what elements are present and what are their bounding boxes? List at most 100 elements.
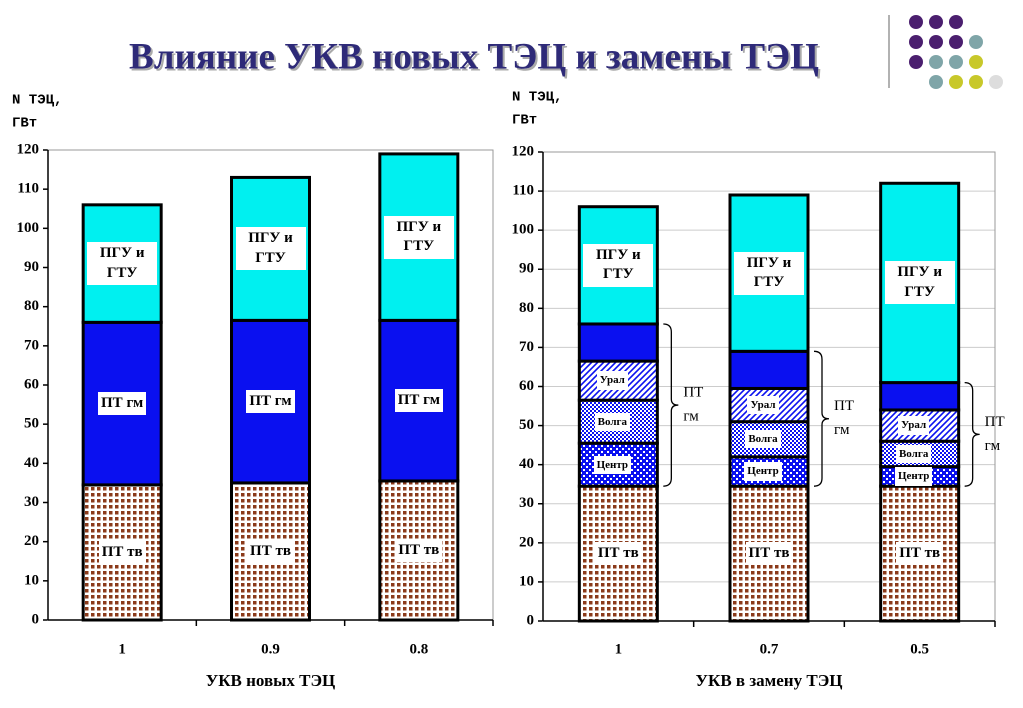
segment-label: ПГУ и ГТУ <box>87 242 158 286</box>
segment-label: ПТ тв <box>745 541 793 566</box>
x-axis-label: УКВ новых ТЭЦ <box>206 671 336 690</box>
bracket-label: гм <box>683 409 699 425</box>
y-tick-label: 60 <box>24 376 39 392</box>
segment-label: ПТ гм <box>246 389 295 414</box>
title-shadow: Влияние УКВ новых ТЭЦ и замены ТЭЦ <box>131 38 821 79</box>
segment-label: ПГУ и ГТУ <box>734 251 804 295</box>
y-tick-label: 40 <box>519 456 534 472</box>
segment-label: ПГУ и ГТУ <box>87 242 158 286</box>
bracket-label: ПТ <box>834 398 854 414</box>
segment-label: ПГУ и ГТУ <box>884 261 955 305</box>
segment-label: ПТ гм <box>394 388 443 413</box>
x-axis-label: УКВ в замену ТЭЦ <box>696 671 843 690</box>
x-tick-label: 0.8 <box>409 641 428 657</box>
segment-label: Волга <box>594 412 630 431</box>
segment-label: Урал <box>898 416 930 435</box>
y-tick-label: 20 <box>519 534 534 550</box>
segment-label: Волга <box>745 430 781 449</box>
y-tick-label: 120 <box>512 143 535 159</box>
segment-label: Волга <box>895 444 932 464</box>
y-tick-label: 80 <box>24 298 39 314</box>
x-tick-label: 0.7 <box>760 641 779 657</box>
segment-label: Волга <box>594 412 630 431</box>
segment-label: ПГУ и ГТУ <box>583 243 654 287</box>
segment-label: ПТ тв <box>745 541 793 566</box>
segment-label: Урал <box>898 416 930 435</box>
segment-label: ПГУ и ГТУ <box>383 215 454 259</box>
y-tick-label: 100 <box>17 220 40 236</box>
segment-label: Волга <box>745 430 781 449</box>
segment-label: ПТ тв <box>247 539 294 564</box>
segment-label: ПТ тв <box>594 541 642 566</box>
y-tick-label: 10 <box>24 572 39 588</box>
segment-label: ПГУ и ГТУ <box>235 227 306 271</box>
y-tick-label: 30 <box>519 495 534 511</box>
bracket-label: ПТ <box>683 385 703 401</box>
x-tick-label: 0.5 <box>910 641 929 657</box>
segment-label: ПТ гм <box>394 388 443 413</box>
segment-label: Центр <box>894 467 933 486</box>
segment-label: Центр <box>744 462 782 481</box>
segment-label: Центр <box>593 455 632 474</box>
bracket <box>964 381 980 487</box>
y-tick-label: 0 <box>32 611 40 627</box>
y-tick-label: 0 <box>527 612 535 628</box>
segment-label: Волга <box>895 444 932 464</box>
y-tick-label: 120 <box>17 141 40 157</box>
y-tick-label: 110 <box>512 183 534 199</box>
bracket <box>813 350 830 487</box>
bar-segment <box>728 455 810 488</box>
y-tick-label: 70 <box>24 337 39 353</box>
y-tick-label: 100 <box>512 222 535 238</box>
segment-label: Урал <box>747 395 779 415</box>
y-tick-label: 90 <box>24 259 39 275</box>
segment-label: ПТ тв <box>98 540 146 565</box>
segment-label: Урал <box>747 395 779 415</box>
segment-label: ПГУ и ГТУ <box>235 227 306 271</box>
y-axis-label: N ТЭЦ, <box>512 90 562 106</box>
bar-segment <box>879 381 961 412</box>
segment-label: Центр <box>894 467 933 486</box>
segment-label: ПТ гм <box>246 389 295 414</box>
segment-label: Урал <box>596 371 628 390</box>
y-tick-label: 30 <box>24 494 39 510</box>
segment-label: Центр <box>744 462 782 481</box>
bracket-label: гм <box>985 438 1001 454</box>
bracket <box>663 323 679 487</box>
segment-label: ПТ тв <box>896 541 944 566</box>
segment-label: Центр <box>593 455 632 474</box>
segment-label: ПГУ и ГТУ <box>383 215 454 259</box>
y-tick-label: 50 <box>519 417 534 433</box>
segment-label: ПТ тв <box>98 540 146 565</box>
segment-label: ПТ гм <box>98 391 147 416</box>
bar-segment <box>728 349 810 390</box>
segment-label: ПГУ и ГТУ <box>734 251 804 295</box>
y-tick-label: 40 <box>24 455 39 471</box>
segment-label: ПТ тв <box>395 538 443 563</box>
y-axis-label: ГВт <box>512 113 537 129</box>
segment-label: ПТ тв <box>594 541 642 566</box>
y-tick-label: 90 <box>519 261 534 277</box>
bracket-label: ПТ <box>985 414 1005 430</box>
y-tick-label: 110 <box>17 181 39 197</box>
y-axis-label: ГВт <box>12 116 37 132</box>
segment-label: ПТ тв <box>896 541 944 566</box>
x-tick-label: 1 <box>615 641 623 657</box>
segment-label: Урал <box>596 371 628 390</box>
y-tick-label: 70 <box>519 339 534 355</box>
segment-label: ПГУ и ГТУ <box>884 261 955 305</box>
decor-dots <box>909 15 1003 89</box>
bracket-label: гм <box>834 422 850 438</box>
y-tick-label: 10 <box>519 573 534 589</box>
x-tick-label: 1 <box>118 641 126 657</box>
slide-title: Влияние УКВ новых ТЭЦ и замены ТЭЦ <box>129 36 819 77</box>
bar-segment <box>577 322 659 363</box>
y-axis-label: N ТЭЦ, <box>12 93 62 109</box>
y-tick-label: 50 <box>24 416 39 432</box>
segment-label: ПТ тв <box>395 538 443 563</box>
y-tick-label: 60 <box>519 378 534 394</box>
segment-label: ПГУ и ГТУ <box>583 243 654 287</box>
y-tick-label: 80 <box>519 300 534 316</box>
segment-label: ПТ тв <box>247 539 294 564</box>
